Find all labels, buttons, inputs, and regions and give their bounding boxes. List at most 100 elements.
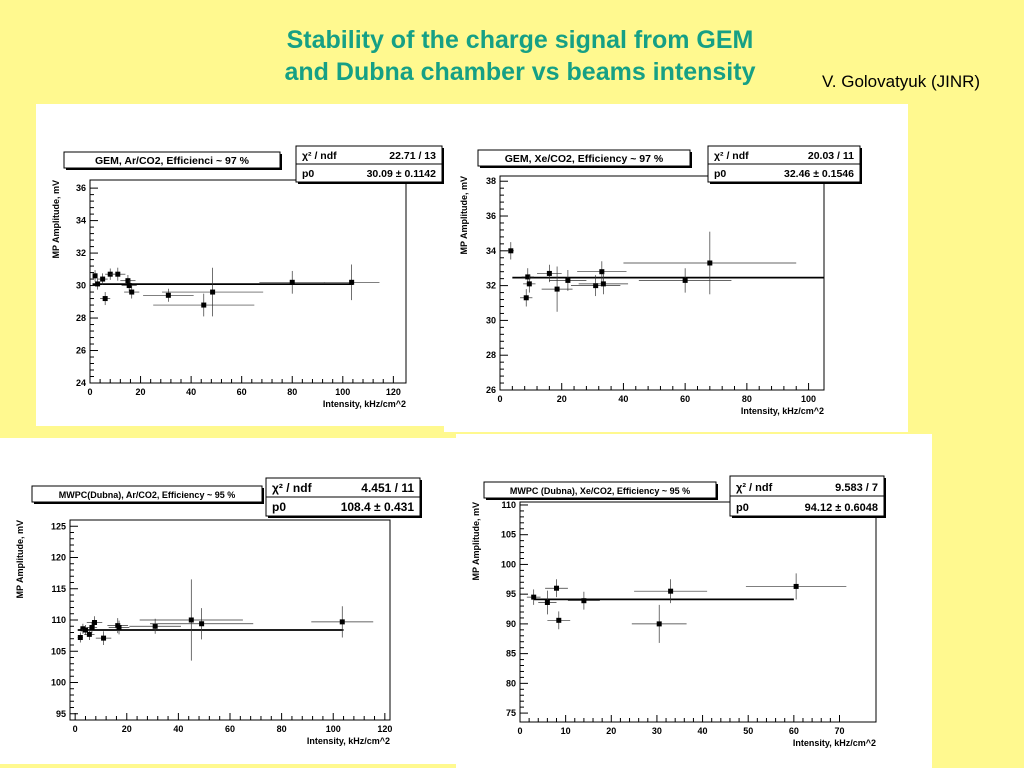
data-point — [525, 274, 531, 280]
y-tick-label: 30 — [486, 315, 496, 325]
data-point — [556, 617, 562, 623]
x-axis-label: Intensity, kHz/cm^2 — [793, 738, 876, 748]
y-tick-label: 32 — [76, 248, 86, 258]
plot-frame — [519, 501, 877, 723]
data-point — [565, 277, 571, 283]
y-tick-label: 100 — [51, 678, 66, 688]
x-tick-label: 120 — [386, 387, 401, 397]
x-tick-label: 100 — [335, 387, 350, 397]
data-point — [165, 292, 171, 298]
y-tick-label: 36 — [76, 183, 86, 193]
data-point — [86, 631, 92, 637]
data-point — [531, 594, 537, 600]
data-point — [600, 281, 606, 287]
y-tick-label: 36 — [486, 211, 496, 221]
data-point — [89, 625, 95, 630]
data-point — [508, 248, 514, 254]
chart-panel-gem-arco2: 0 20 40 60 80 100 120 24 26 28 30 32 34 36 Intensity, … — [36, 104, 446, 426]
x-tick-label: 0 — [73, 724, 78, 734]
y-axis-label: MP Amplitude, mV — [459, 176, 469, 255]
data-point — [92, 273, 98, 279]
x-tick-label: 40 — [618, 394, 628, 404]
y-tick-label: 110 — [51, 615, 66, 625]
title-box — [63, 151, 281, 169]
data-point — [126, 283, 132, 289]
data-point — [339, 619, 345, 625]
x-tick-label: 60 — [680, 394, 690, 404]
chart-gem-arco2: 0 20 40 60 80 100 120 24 26 28 30 32 34 36 Intensity, … — [51, 145, 444, 409]
title-box — [483, 481, 717, 499]
x-tick-label: 20 — [606, 726, 616, 736]
stats-p0-label: p0 — [272, 500, 286, 514]
data-point — [593, 283, 599, 289]
stats-p0-value: 108.4 ± 0.431 — [341, 500, 415, 514]
x-tick-label: 50 — [743, 726, 753, 736]
author-label: V. Golovatyuk (JINR) — [822, 72, 981, 91]
data-point — [554, 286, 560, 292]
chart-title: MWPC(Dubna), Ar/CO2, Efficiency ~ 95 % — [59, 490, 235, 500]
x-tick-label: 80 — [742, 394, 752, 404]
stats-p0-value: 32.46 ± 0.1546 — [784, 168, 854, 180]
data-point — [546, 270, 552, 276]
x-tick-label: 120 — [377, 724, 392, 734]
y-tick-label: 100 — [501, 559, 516, 569]
data-point — [201, 302, 207, 308]
stats-p0-label: p0 — [302, 168, 314, 180]
y-tick-label: 26 — [486, 385, 496, 395]
y-tick-label: 28 — [486, 350, 496, 360]
data-point — [793, 583, 799, 589]
stats-p0-value: 30.09 ± 0.1142 — [367, 168, 437, 180]
x-tick-label: 20 — [122, 724, 132, 734]
data-point — [82, 627, 88, 633]
y-tick-label: 28 — [76, 313, 86, 323]
x-axis-label: Intensity, kHz/cm^2 — [741, 406, 824, 416]
data-point — [188, 617, 194, 623]
x-tick-label: 40 — [173, 724, 183, 734]
x-tick-label: 20 — [557, 394, 567, 404]
y-tick-label: 95 — [506, 589, 516, 599]
chart-panel-mwpc-xeco2: 0 10 20 30 40 50 60 70 75 80 85 90 95 100 105 110 Intens… — [456, 434, 932, 768]
slide-title: Stability of the charge signal from GEM … — [200, 24, 840, 88]
data-point — [92, 620, 98, 625]
y-tick-label: 32 — [486, 281, 496, 291]
data-point — [100, 276, 106, 282]
x-tick-label: 60 — [237, 387, 247, 397]
stats-chi2-label: χ² / ndf — [272, 481, 313, 495]
y-tick-label: 95 — [56, 709, 66, 719]
data-point — [554, 585, 560, 591]
chart-title: MWPC (Dubna), Xe/CO2, Efficiency ~ 95 % — [510, 486, 690, 496]
title-box — [31, 485, 263, 503]
data-point — [682, 277, 688, 283]
chart-title: GEM, Xe/CO2, Efficiency ~ 97 % — [505, 153, 664, 165]
data-point — [599, 269, 605, 275]
data-point — [80, 626, 86, 632]
data-point — [544, 599, 550, 605]
y-tick-label: 75 — [506, 708, 516, 718]
y-tick-label: 110 — [501, 500, 516, 510]
slide-title-line1: Stability of the charge signal from GEM — [286, 26, 754, 54]
x-tick-label: 0 — [87, 387, 92, 397]
data-point — [102, 296, 108, 302]
data-point — [95, 281, 101, 287]
data-point — [523, 295, 529, 301]
stats-chi2-label: χ² / ndf — [736, 482, 773, 494]
y-tick-label: 34 — [486, 246, 496, 256]
data-point — [101, 635, 107, 641]
chart-panel-mwpc-arco2: 0 20 40 60 80 100 120 95 100 105 110 115 120 125 Inten… — [0, 438, 458, 764]
stats-p0-label: p0 — [714, 168, 726, 180]
x-tick-label: 60 — [225, 724, 235, 734]
data-point — [199, 621, 205, 627]
x-tick-label: 60 — [789, 726, 799, 736]
x-tick-label: 20 — [136, 387, 146, 397]
slide-title-line2: and Dubna chamber vs beams intensity — [284, 58, 756, 86]
y-tick-label: 30 — [76, 281, 86, 291]
y-tick-label: 38 — [486, 176, 496, 186]
data-point — [349, 279, 355, 285]
stats-p0-value: 94.12 ± 0.6048 — [805, 502, 878, 514]
x-tick-label: 10 — [561, 726, 571, 736]
stats-p0-label: p0 — [736, 502, 749, 514]
chart-title: GEM, Ar/CO2, Efficienci ~ 97 % — [95, 155, 250, 167]
y-tick-label: 24 — [76, 378, 86, 388]
data-point — [125, 278, 131, 284]
y-tick-label: 80 — [506, 678, 516, 688]
